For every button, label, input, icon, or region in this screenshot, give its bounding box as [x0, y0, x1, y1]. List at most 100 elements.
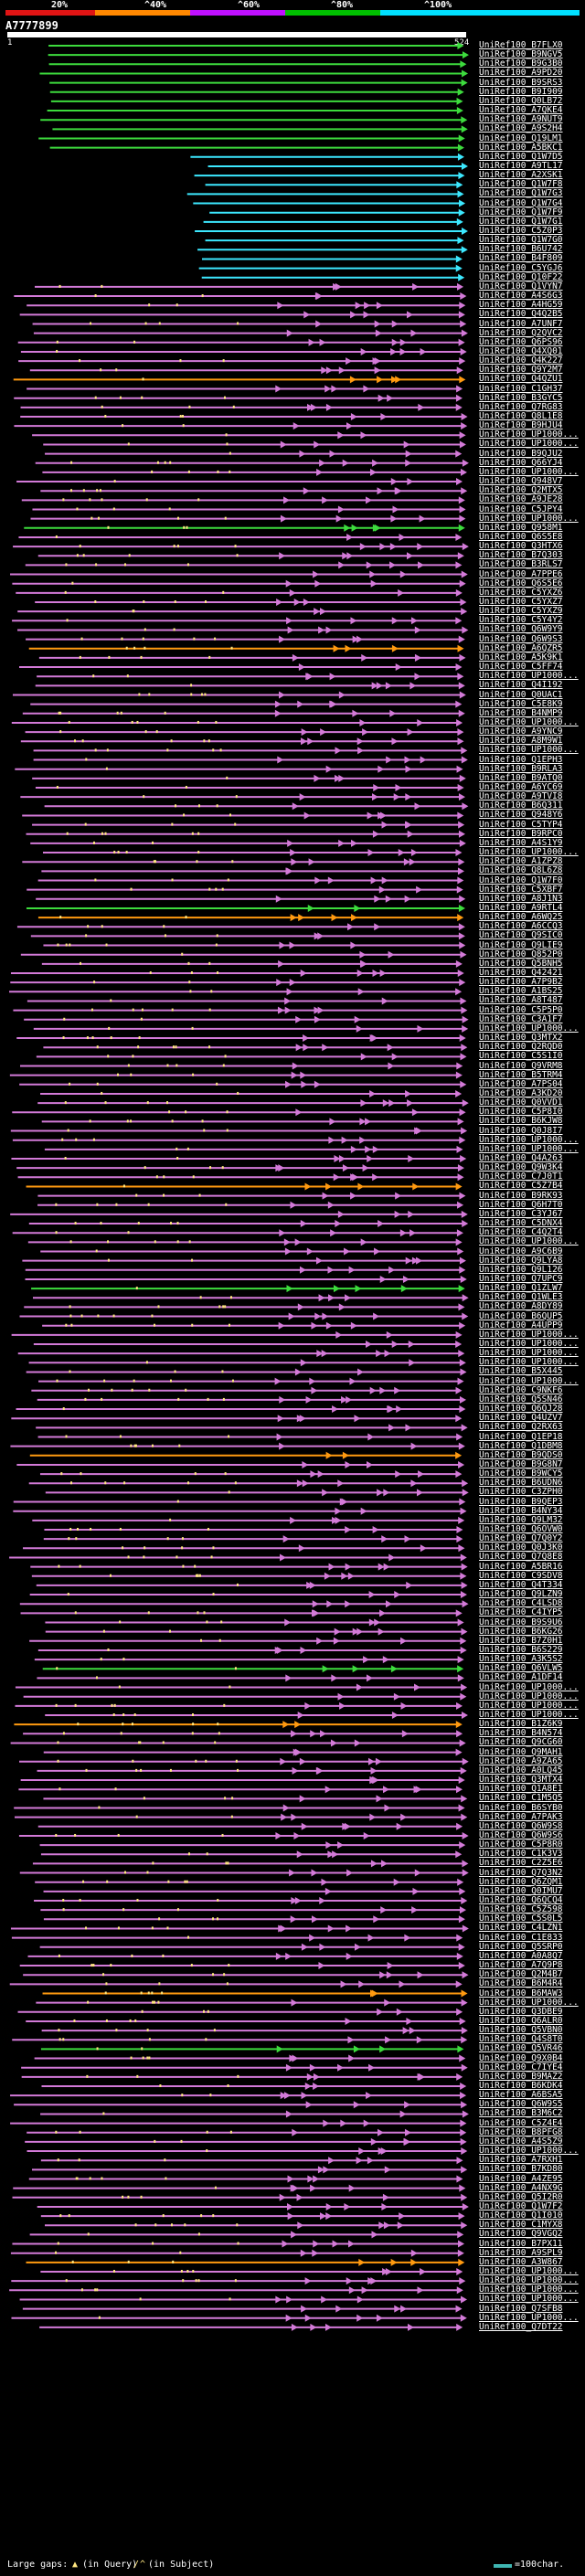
hit-link[interactable]: UniRef100_C9SDV8	[479, 1570, 563, 1581]
hit-link[interactable]: UniRef100_UP1000...	[479, 1329, 579, 1340]
hit-link[interactable]: UniRef100_B9I909	[479, 86, 563, 97]
hit-link[interactable]: UniRef100_C4Q2T4	[479, 1227, 563, 1238]
hit-link[interactable]: UniRef100_Q4I192	[479, 680, 563, 691]
hit-link[interactable]: UniRef100_B4NY34	[479, 1505, 563, 1516]
hit-link[interactable]: UniRef100_B3GYC5	[479, 392, 563, 403]
hit-link[interactable]: UniRef100_A9JE28	[479, 494, 563, 505]
hit-link[interactable]: UniRef100_Q2QVC2	[479, 327, 563, 338]
hit-link[interactable]: UniRef100_B6U742	[479, 244, 563, 255]
hit-link[interactable]: UniRef100_Q958M1	[479, 522, 563, 533]
hit-link[interactable]: UniRef100_Q1W7G0	[479, 235, 563, 246]
hit-link[interactable]: UniRef100_Q1W7D5	[479, 151, 563, 162]
hit-link[interactable]: UniRef100_C1MYX8	[479, 2220, 563, 2231]
hit-link[interactable]: UniRef100_A7PAK3	[479, 1811, 563, 1822]
hit-link[interactable]: UniRef100_Q9LZN9	[479, 1589, 563, 1600]
hit-link[interactable]: UniRef100_A7P9B2	[479, 977, 563, 988]
hit-link[interactable]: UniRef100_Q66YJ4	[479, 457, 563, 468]
hit-link[interactable]: UniRef100_B9WCY5	[479, 1468, 563, 1479]
hit-link[interactable]: UniRef100_B6KJW8	[479, 1116, 563, 1127]
hit-link[interactable]: UniRef100_UP1000...	[479, 466, 579, 477]
hit-link[interactable]: UniRef100_C1E833	[479, 1932, 563, 1943]
hit-link[interactable]: UniRef100_Q1W7F9	[479, 207, 563, 217]
hit-link[interactable]: UniRef100_A6WQ25	[479, 912, 563, 923]
hit-link[interactable]: UniRef100_Q1A8E1	[479, 1784, 563, 1795]
hit-link[interactable]: UniRef100_A9S2H4	[479, 123, 563, 134]
hit-link[interactable]: UniRef100_C5Z4E4	[479, 2117, 563, 2128]
hit-link[interactable]: UniRef100_A7PPE6	[479, 568, 563, 579]
hit-link[interactable]: UniRef100_C9NKF6	[479, 1384, 563, 1395]
hit-link[interactable]: UniRef100_A4S5Z9	[479, 2136, 563, 2147]
hit-link[interactable]: UniRef100_B6QUP5	[479, 1310, 563, 1321]
hit-link[interactable]: UniRef100_B9SRS3	[479, 77, 563, 88]
hit-link[interactable]: UniRef100_C5P8I0	[479, 1107, 563, 1118]
hit-link[interactable]: UniRef100_A9PD20	[479, 68, 563, 79]
hit-link[interactable]: UniRef100_Q4UZV7	[479, 1413, 563, 1424]
hit-link[interactable]: UniRef100_Q2RQD0	[479, 1042, 563, 1053]
hit-link[interactable]: UniRef100_UP1000...	[479, 745, 579, 756]
hit-link[interactable]: UniRef100_A1ZPZ8	[479, 856, 563, 867]
hit-link[interactable]: UniRef100_Q9MAH1	[479, 1746, 563, 1757]
hit-link[interactable]: UniRef100_B9RK93	[479, 1190, 563, 1201]
hit-link[interactable]: UniRef100_UP1000...	[479, 1691, 579, 1701]
hit-link[interactable]: UniRef100_B6S229	[479, 1644, 563, 1655]
hit-link[interactable]: UniRef100_A4S6G3	[479, 291, 563, 302]
hit-link[interactable]: UniRef100_B9QJU2	[479, 448, 563, 459]
hit-link[interactable]: UniRef100_Q6OVW0	[479, 1524, 563, 1534]
hit-link[interactable]: UniRef100_B7FLX0	[479, 40, 563, 50]
hit-link[interactable]: UniRef100_Q4A263	[479, 1153, 563, 1163]
hit-link[interactable]: UniRef100_UP1000...	[479, 2284, 579, 2295]
hit-link[interactable]: UniRef100_B9QDS0	[479, 1449, 563, 1460]
hit-link[interactable]: UniRef100_Q9LYA8	[479, 1255, 563, 1266]
hit-link[interactable]: UniRef100_A9YNC9	[479, 726, 563, 737]
hit-link[interactable]: UniRef100_C5S1I0	[479, 1051, 563, 1062]
hit-link[interactable]: UniRef100_C5DNX4	[479, 1218, 563, 1229]
hit-link[interactable]: UniRef100_UP1000...	[479, 2294, 579, 2305]
hit-link[interactable]: UniRef100_C4LSD8	[479, 1598, 563, 1609]
hit-link[interactable]: UniRef100_C2Z5E6	[479, 1858, 563, 1869]
hit-link[interactable]: UniRef100_A9C6B9	[479, 1246, 563, 1256]
hit-link[interactable]: UniRef100_Q1W7F2	[479, 2200, 563, 2211]
hit-link[interactable]: UniRef100_C5P5P0	[479, 1004, 563, 1015]
hit-link[interactable]: UniRef100_B6MAW3	[479, 1988, 563, 1998]
hit-link[interactable]: UniRef100_B6SYB0	[479, 1802, 563, 1813]
hit-link[interactable]: UniRef100_UP1000...	[479, 513, 579, 524]
hit-link[interactable]: UniRef100_Q4Q2B5	[479, 309, 563, 320]
hit-link[interactable]: UniRef100_A3W867	[479, 2256, 563, 2267]
hit-link[interactable]: UniRef100_A6YC69	[479, 782, 563, 792]
hit-link[interactable]: UniRef100_Q6W9S5	[479, 2099, 563, 2110]
hit-link[interactable]: UniRef100_B5X445	[479, 1366, 563, 1377]
hit-link[interactable]: UniRef100_C5Y4Y2	[479, 615, 563, 626]
hit-link[interactable]: UniRef100_C5P8R0	[479, 1839, 563, 1850]
hit-link[interactable]: UniRef100_Q0J3K0	[479, 1542, 563, 1553]
hit-link[interactable]: UniRef100_UP1000...	[479, 1710, 579, 1720]
hit-link[interactable]: UniRef100_C5YGJ6	[479, 262, 563, 273]
hit-link[interactable]: UniRef100_B9NGV5	[479, 49, 563, 60]
hit-link[interactable]: UniRef100_B7Q303	[479, 550, 563, 561]
hit-link[interactable]: UniRef100_A4S1Y9	[479, 837, 563, 848]
hit-link[interactable]: UniRef100_B4N574	[479, 1728, 563, 1739]
hit-link[interactable]: UniRef100_B9QEP3	[479, 1496, 563, 1507]
hit-link[interactable]: UniRef100_C3YJ67	[479, 1208, 563, 1219]
hit-link[interactable]: UniRef100_C5TYP4	[479, 819, 563, 830]
hit-link[interactable]: UniRef100_Q6VLW5	[479, 1663, 563, 1674]
hit-link[interactable]: UniRef100_UP1000...	[479, 1236, 579, 1247]
hit-link[interactable]: UniRef100_Q5BNH5	[479, 958, 563, 969]
hit-link[interactable]: UniRef100_Q5SRP0	[479, 1941, 563, 1952]
hit-link[interactable]: UniRef100_Q5I2R0	[479, 2191, 563, 2202]
hit-link[interactable]: UniRef100_Q8L1E8	[479, 411, 563, 421]
hit-link[interactable]: UniRef100_UP1000...	[479, 1143, 579, 1154]
hit-link[interactable]: UniRef100_Q7Q3N2	[479, 1867, 563, 1878]
hit-link[interactable]: UniRef100_Q8L6Z8	[479, 865, 563, 876]
hit-link[interactable]: UniRef100_A3KD20	[479, 1087, 563, 1098]
hit-link[interactable]: UniRef100_UP1000...	[479, 1357, 579, 1368]
hit-link[interactable]: UniRef100_A2XSK1	[479, 170, 563, 181]
hit-link[interactable]: UniRef100_UP1000...	[479, 1134, 579, 1145]
hit-link[interactable]: UniRef100_Q9LM32	[479, 1514, 563, 1525]
hit-link[interactable]: UniRef100_C5FF74	[479, 662, 563, 673]
hit-link[interactable]: UniRef100_B4NMP9	[479, 707, 563, 718]
hit-link[interactable]: UniRef100_Q9VRM8	[479, 1060, 563, 1071]
hit-link[interactable]: UniRef100_UP1000...	[479, 1700, 579, 1711]
hit-link[interactable]: UniRef100_A9ZA65	[479, 1755, 563, 1766]
hit-link[interactable]: UniRef100_C4IYP5	[479, 1607, 563, 1618]
hit-link[interactable]: UniRef100_Q1DBM8	[479, 1440, 563, 1451]
